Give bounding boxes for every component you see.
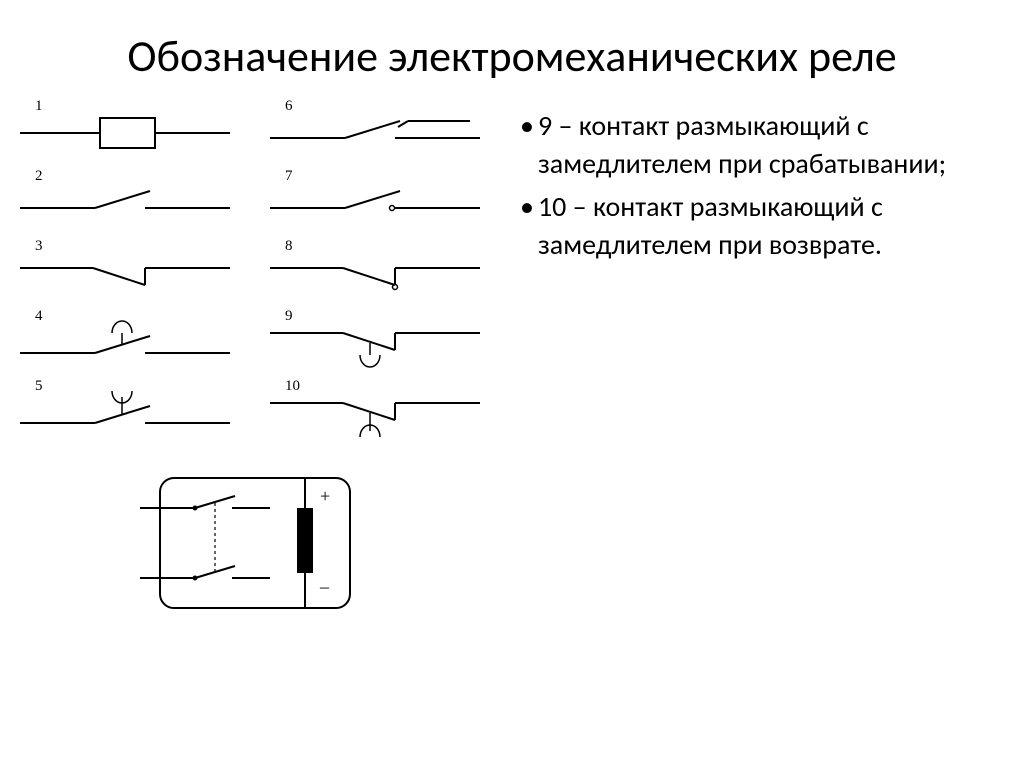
symbol-grid: 1 2 3 — [20, 103, 510, 270]
item-num-9: 9 — [538, 108, 552, 143]
symbol-svg-9 — [270, 313, 480, 373]
item-body-9: – контакт размыкающий с замедлителем при… — [538, 108, 946, 181]
bullet-dot: • — [520, 188, 534, 264]
symbol-svg-1 — [20, 103, 230, 163]
relay-plus: + — [320, 486, 330, 506]
symbol-svg-5 — [20, 383, 230, 443]
symbol-svg-4 — [20, 313, 230, 373]
item-body-10: – контакт размыкающий с замедлителем при… — [538, 189, 883, 262]
bullet-item-9: • 9 – контакт размыкающий с замедлителем… — [520, 107, 994, 183]
bullet-dot: • — [520, 107, 534, 183]
symbol-svg-10 — [270, 383, 480, 443]
symbol-svg-7 — [270, 173, 480, 233]
symbol-svg-6 — [270, 103, 480, 163]
item-num-10: 10 — [538, 189, 566, 224]
relay-schematic: + _ — [140, 468, 370, 633]
content-area: 1 2 3 — [0, 83, 1024, 270]
relay-minus: _ — [319, 570, 330, 590]
text-block: • 9 – контакт размыкающий с замедлителем… — [510, 103, 994, 270]
symbol-svg-8 — [270, 243, 480, 303]
relay-svg: + _ — [140, 468, 370, 628]
symbol-svg-3 — [20, 243, 230, 303]
symbol-svg-2 — [20, 173, 230, 233]
page-title: Обозначение электромеханических реле — [0, 0, 1024, 83]
bullet-item-10: • 10 – контакт размыкающий с замедлителе… — [520, 188, 994, 264]
